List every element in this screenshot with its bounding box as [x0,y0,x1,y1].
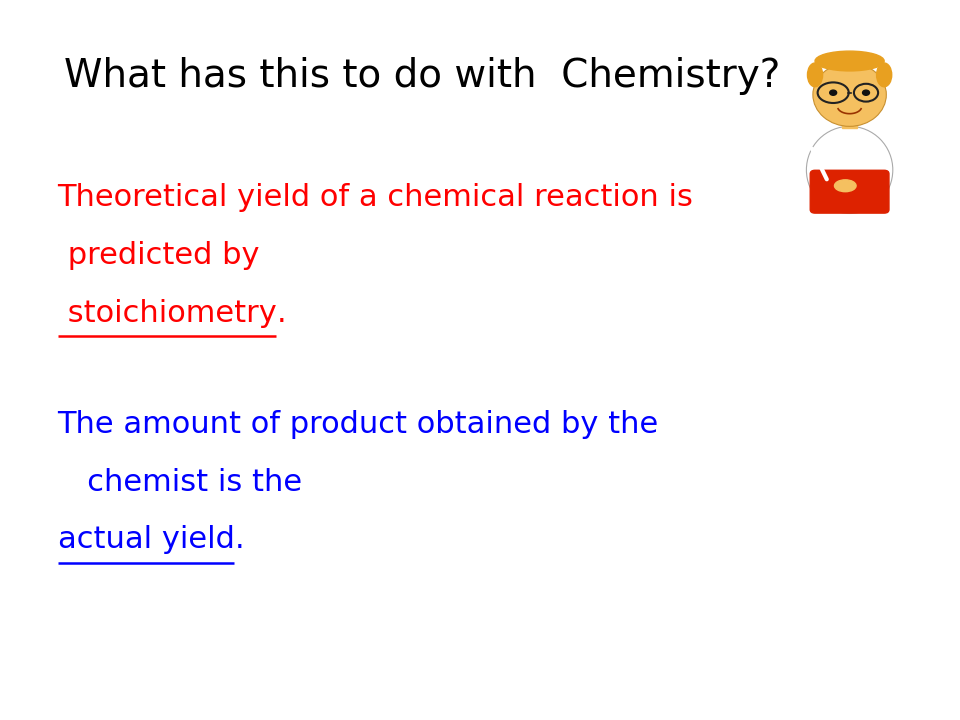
Text: .: . [276,299,286,328]
Text: actual yield: actual yield [58,526,234,554]
Text: Theoretical yield of a chemical reaction is: Theoretical yield of a chemical reaction… [58,184,693,212]
Ellipse shape [807,63,823,86]
Ellipse shape [806,126,893,213]
FancyArrowPatch shape [812,148,827,179]
Circle shape [862,90,870,95]
FancyBboxPatch shape [810,171,889,213]
Text: The amount of product obtained by the: The amount of product obtained by the [58,410,659,439]
Text: What has this to do with  Chemistry?: What has this to do with Chemistry? [64,57,780,94]
Ellipse shape [876,63,892,86]
Ellipse shape [813,63,886,126]
Text: .: . [234,526,244,554]
Bar [842,117,857,128]
Ellipse shape [834,180,856,192]
Text: chemist is the: chemist is the [58,468,301,497]
Ellipse shape [815,51,884,71]
Circle shape [829,90,836,95]
Text: predicted by: predicted by [58,241,259,270]
Text: stoichiometry: stoichiometry [58,299,276,328]
